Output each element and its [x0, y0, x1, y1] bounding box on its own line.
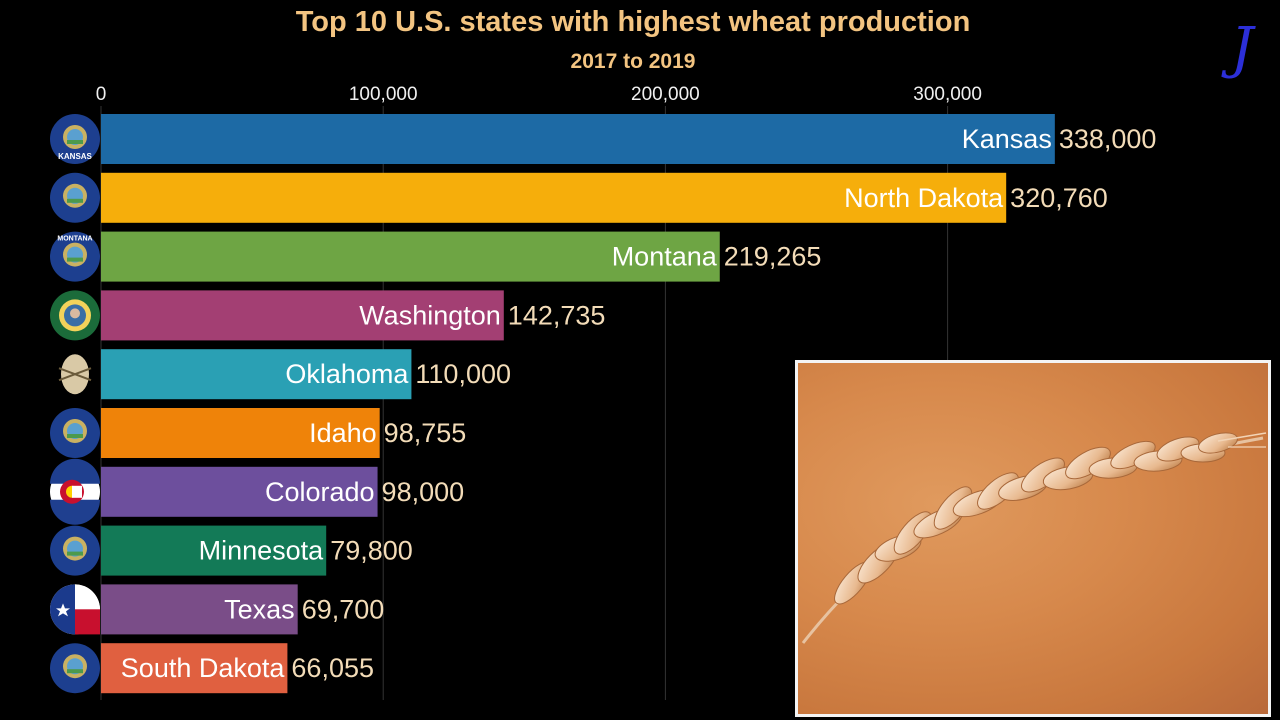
bar-kansas: [101, 114, 1055, 164]
state-flags: KANSAS MONTANA: [50, 114, 100, 694]
bar-category-label: Oklahoma: [285, 359, 409, 389]
bar-category-label: Washington: [359, 300, 501, 330]
channel-logo: J: [1230, 16, 1254, 81]
bar-category-label: Minnesota: [199, 536, 325, 566]
bar-category-label: Montana: [612, 242, 718, 272]
bar-category-label: Kansas: [962, 124, 1052, 154]
bar-category-label: Colorado: [265, 477, 375, 507]
state-flag-icon: [50, 408, 100, 458]
state-flag-icon: KANSAS: [50, 114, 100, 164]
x-tick-label: 300,000: [913, 84, 982, 105]
state-flag-icon: [50, 458, 100, 525]
bar-value-label: 338,000: [1059, 124, 1157, 154]
state-flag-icon: [50, 525, 100, 576]
bar-value-label: 69,700: [302, 594, 385, 624]
flag-label: KANSAS: [58, 152, 92, 161]
flag-label: MONTANA: [57, 236, 92, 243]
bar-texas: [101, 584, 298, 635]
bar-value-label: 98,000: [382, 477, 465, 507]
bar-category-label: North Dakota: [844, 183, 1004, 213]
bar-oklahoma: [101, 349, 412, 400]
x-tick-label: 100,000: [349, 84, 418, 105]
bar-value-label: 66,055: [291, 653, 374, 683]
bar-value-label: 320,760: [1010, 183, 1108, 213]
state-flag-icon: [50, 584, 100, 635]
bar-colorado: [101, 466, 378, 517]
chart-title: Top 10 U.S. states with highest wheat pr…: [295, 6, 971, 38]
bar-value-label: 98,755: [384, 418, 467, 448]
state-flag-icon: [50, 643, 100, 694]
state-flag-icon: [50, 349, 100, 400]
bar-category-label: Idaho: [309, 418, 377, 448]
bar-category-label: Texas: [224, 594, 295, 624]
bar-value-label: 110,000: [415, 359, 511, 389]
bar-minnesota: [101, 525, 327, 576]
bar-value-label: 219,265: [724, 242, 822, 272]
bar-north-dakota: [101, 172, 1007, 223]
bars: Kansas 338,000 North Dakota 320,760 Montana 2…: [101, 114, 1157, 694]
bar-montana: [101, 231, 720, 282]
state-flag-icon: MONTANA: [50, 231, 100, 282]
bar-washington: [101, 290, 504, 341]
bar-value-label: 79,800: [330, 536, 413, 566]
bar-idaho: [101, 408, 380, 458]
state-flag-icon: [50, 172, 100, 223]
x-tick-label: 200,000: [631, 84, 700, 105]
x-tick-label: 0: [96, 84, 107, 105]
chart-subtitle: 2017 to 2019: [570, 50, 696, 73]
bar-value-label: 142,735: [508, 300, 606, 330]
x-axis-ticks: 0 100,000 200,000 300,000: [96, 84, 982, 105]
wheat-photo: [795, 360, 1271, 717]
state-flag-icon: [50, 290, 100, 341]
bar-south-dakota: [101, 643, 288, 694]
bar-category-label: South Dakota: [121, 653, 286, 683]
